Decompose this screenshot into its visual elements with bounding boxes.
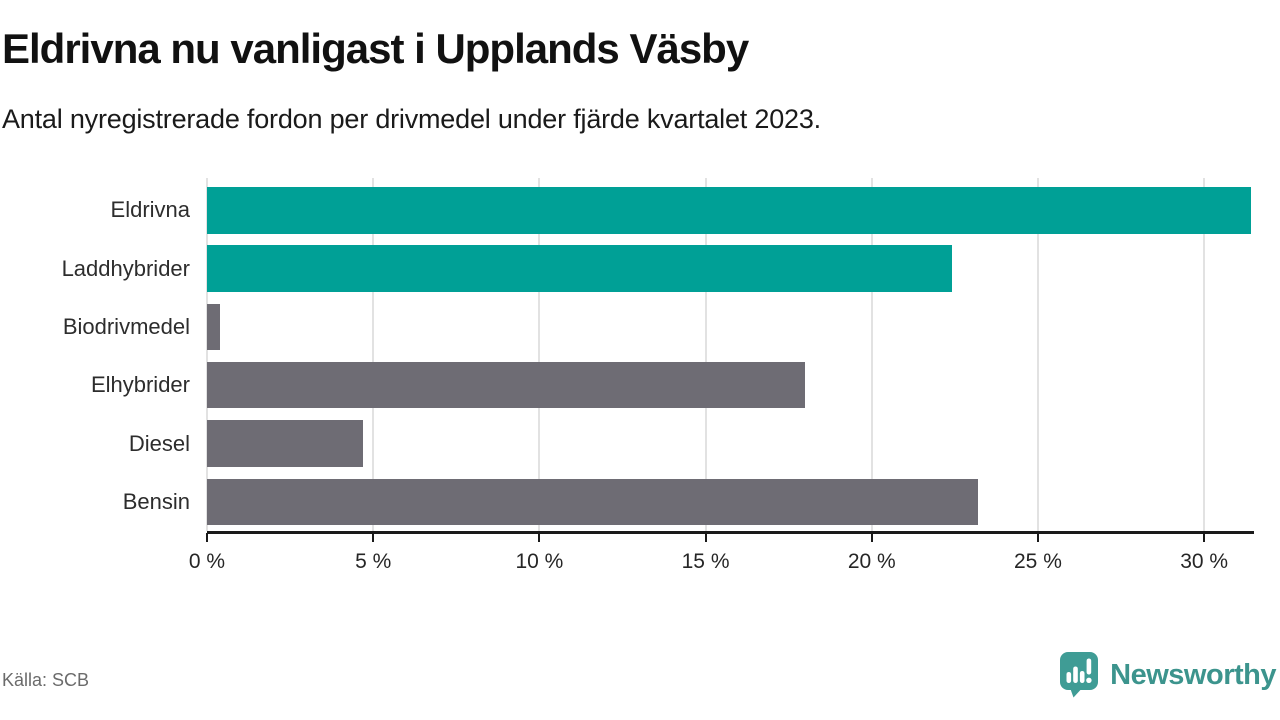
x-tick-label-5: 5 % (355, 550, 392, 573)
bar-bensin (207, 478, 979, 526)
x-tick-label-15: 15 % (681, 550, 730, 573)
gridline-25 (1036, 178, 1039, 531)
x-tick-label-25: 25 % (1014, 550, 1062, 573)
bar-chart-plot-area: 0 % 5 % 10 % 15 % 20 % 25 % 30 % (189, 178, 1254, 573)
category-label-eldrivna: Eldrivna (110, 197, 190, 223)
x-axis-line (207, 531, 1254, 534)
y-axis-category-labels: Eldrivna Laddhybrider Biodrivmedel Elhybrid… (0, 178, 190, 532)
source-note: Källa: SCB (2, 670, 90, 690)
x-tick-label-10: 10 % (515, 550, 564, 573)
x-tick-label-30: 30 % (1180, 550, 1229, 573)
x-tick-mark-0 (206, 533, 208, 542)
x-tick-label-0: 0 % (188, 550, 226, 573)
brand-name: Newsworthy (1110, 658, 1276, 691)
gridline-30 (1203, 178, 1206, 531)
x-tick-mark-25 (1036, 533, 1039, 542)
gridline-20 (870, 178, 873, 531)
category-label-laddhybrider: Laddhybrider (61, 255, 190, 281)
bar-biodrivmedel (207, 303, 221, 351)
gridline-10 (538, 178, 541, 531)
page-subtitle: Antal nyregistrerade fordon per drivmede… (2, 104, 821, 134)
x-tick-label-20: 20 % (847, 550, 896, 573)
gridline-5 (372, 178, 375, 531)
x-tick-mark-15 (704, 533, 707, 542)
newsworthy-bubble-icon (1060, 652, 1099, 698)
category-label-bensin: Bensin (122, 488, 190, 514)
page-title: Eldrivna nu vanligast i Upplands Väsby (2, 25, 749, 72)
gridline-0 (206, 178, 208, 531)
category-label-elhybrider: Elhybrider (90, 372, 190, 398)
bar-eldrivna (207, 187, 1251, 234)
x-tick-mark-10 (538, 533, 541, 542)
x-tick-mark-30 (1203, 533, 1206, 542)
bar-elhybrider (207, 361, 806, 409)
x-tick-mark-20 (870, 533, 873, 542)
gridline-15 (704, 178, 707, 531)
bar-laddhybrider (207, 245, 952, 292)
x-tick-mark-5 (372, 533, 375, 542)
brand-logo: Newsworthy (1060, 652, 1276, 698)
bar-diesel (207, 420, 364, 467)
category-label-biodrivmedel: Biodrivmedel (62, 313, 190, 339)
category-label-diesel: Diesel (128, 430, 190, 456)
